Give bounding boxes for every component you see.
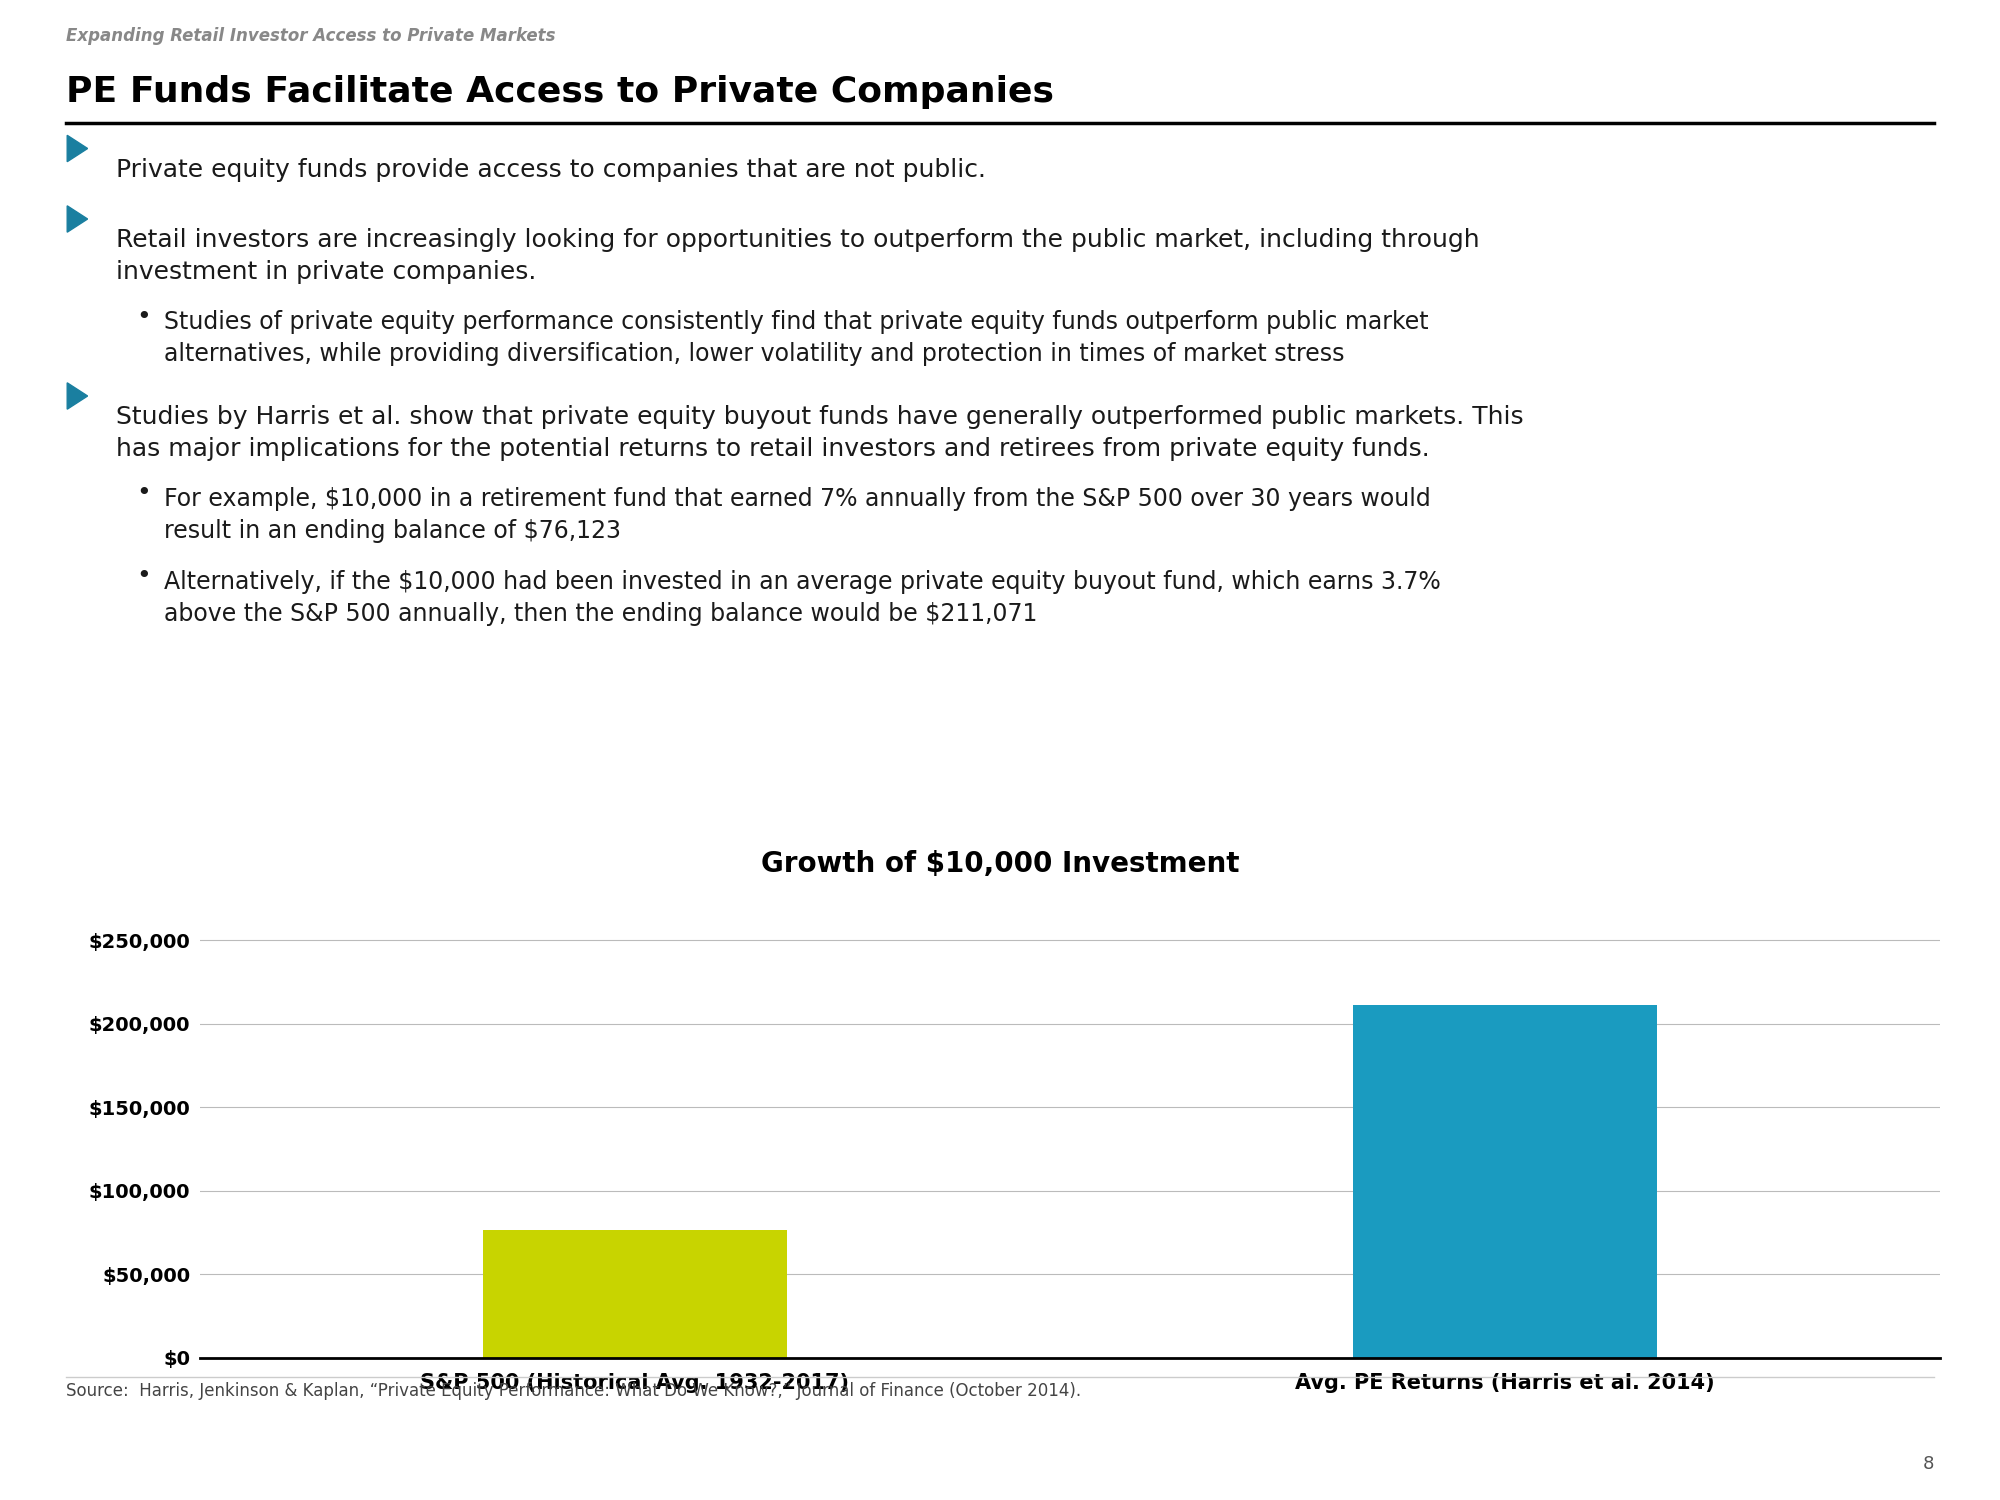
Text: 8: 8 [1922, 1455, 1934, 1473]
Text: Growth of $10,000 Investment: Growth of $10,000 Investment [760, 849, 1240, 877]
Text: Studies by Harris et al. show that private equity buyout funds have generally ou: Studies by Harris et al. show that priva… [116, 405, 1524, 460]
Bar [1352, 1005, 1658, 1358]
Text: Alternatively, if the $10,000 had been invested in an average private equity buy: Alternatively, if the $10,000 had been i… [164, 570, 1440, 626]
Polygon shape [68, 206, 88, 232]
Text: For example, $10,000 in a retirement fund that earned 7% annually from the S&P 5: For example, $10,000 in a retirement fun… [164, 488, 1430, 543]
Text: Source:  Harris, Jenkinson & Kaplan, “Private Equity Performance: What Do We Kno: Source: Harris, Jenkinson & Kaplan, “Pri… [66, 1382, 1082, 1400]
Polygon shape [68, 135, 88, 162]
Text: Retail investors are increasingly looking for opportunities to outperform the pu: Retail investors are increasingly lookin… [116, 228, 1480, 284]
Bar [482, 1230, 788, 1358]
Text: Private equity funds provide access to companies that are not public.: Private equity funds provide access to c… [116, 158, 986, 182]
Text: PE Funds Facilitate Access to Private Companies: PE Funds Facilitate Access to Private Co… [66, 75, 1054, 109]
Polygon shape [68, 382, 88, 410]
Text: Studies of private equity performance consistently find that private equity fund: Studies of private equity performance co… [164, 310, 1428, 366]
Text: •: • [136, 564, 150, 588]
Text: Expanding Retail Investor Access to Private Markets: Expanding Retail Investor Access to Priv… [66, 27, 556, 45]
Text: •: • [136, 304, 150, 328]
Text: •: • [136, 482, 150, 506]
